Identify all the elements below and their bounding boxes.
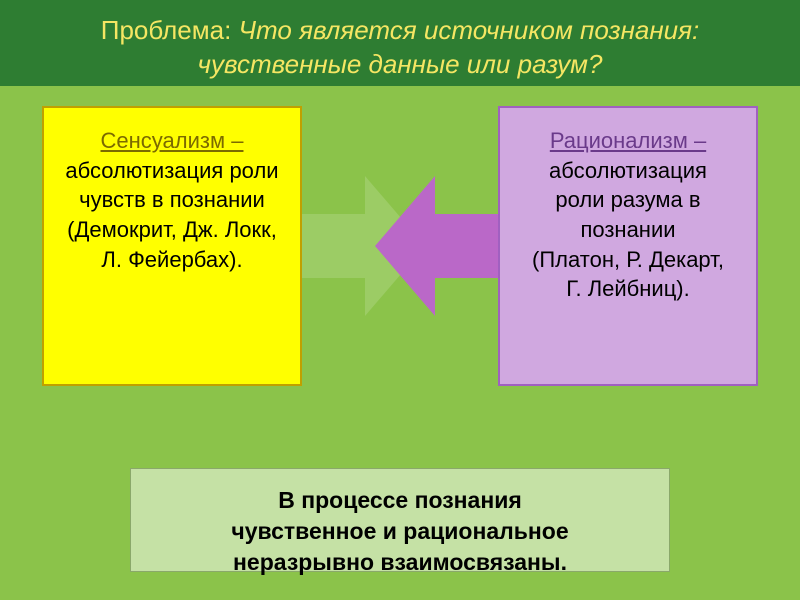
right-body-3: познании: [512, 215, 744, 245]
footer-line-3: неразрывно взаимосвязаны.: [151, 547, 649, 578]
left-term: Сенсуализм –: [101, 128, 244, 153]
header-question: Что является источником познания: чувств…: [198, 15, 700, 79]
slide-header: Проблема: Что является источником познан…: [0, 0, 800, 86]
right-body-5: Г. Лейбниц).: [512, 274, 744, 304]
slide: Проблема: Что является источником познан…: [0, 0, 800, 600]
right-body-2: роли разума в: [512, 185, 744, 215]
right-term: Рационализм –: [512, 126, 744, 156]
right-box-rationalism: Рационализм – абсолютизация роли разума …: [498, 106, 758, 386]
diagram-area: Сенсуализм – абсолютизация роли чувств в…: [0, 86, 800, 426]
footer-line-1: В процессе познания: [151, 485, 649, 516]
footer-line-2: чувственное и рациональное: [151, 516, 649, 547]
footer-box: В процессе познания чувственное и рацион…: [130, 468, 670, 572]
left-box-sensualism: Сенсуализм – абсолютизация роли чувств в…: [42, 106, 302, 386]
left-body: абсолютизация роли чувств в познании (Де…: [65, 158, 278, 272]
right-body-1: абсолютизация: [512, 156, 744, 186]
right-body-4: (Платон, Р. Декарт,: [512, 245, 744, 275]
header-label: Проблема:: [101, 15, 239, 45]
